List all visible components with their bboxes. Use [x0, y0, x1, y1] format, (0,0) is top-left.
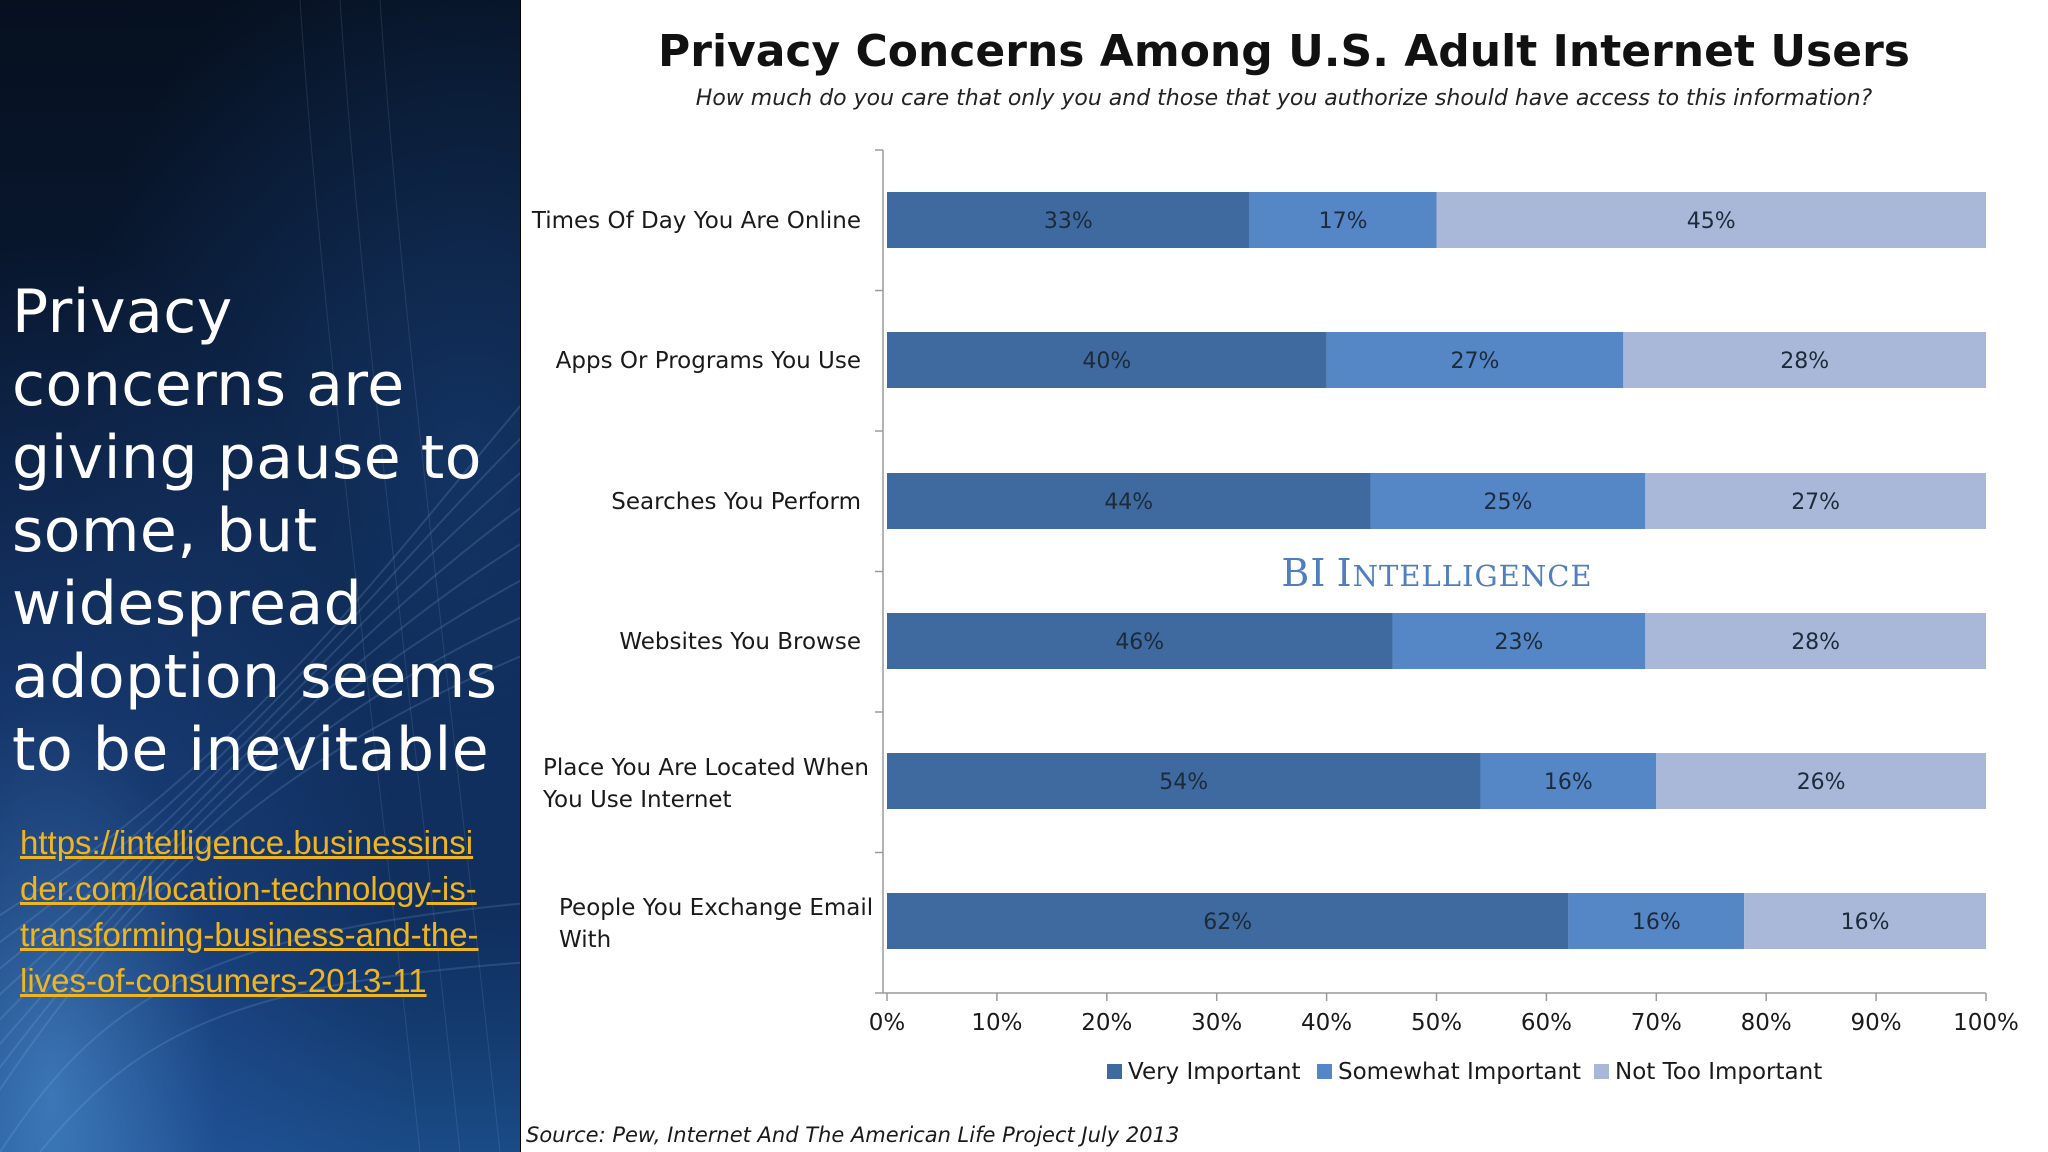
category-label: People You Exchange Email With	[559, 895, 873, 953]
bar-value-label: 17%	[1319, 209, 1368, 234]
bar-value-label: 16%	[1841, 910, 1890, 935]
headline: Privacy concerns are giving pause to som…	[12, 277, 498, 785]
chart-legend: Very Important Somewhat Important Not Too …	[1107, 1059, 1822, 1085]
bar-segment-very-important	[887, 613, 1393, 669]
bar-segment-somewhat-important	[1568, 893, 1745, 949]
chart: Privacy Concerns Among U.S. Adult Intern…	[526, 26, 2019, 1147]
bi-intelligence-watermark: BI INTELLIGENCE	[1281, 551, 1592, 595]
bar-value-label: 16%	[1544, 770, 1593, 795]
x-tick-label: 40%	[1301, 1010, 1352, 1036]
bar-segment-not-too-important	[1436, 192, 1986, 248]
bar-value-label: 28%	[1791, 630, 1840, 655]
chart-bars: 33% 17% 45% 40% 27% 28% 44% 25% 27% 46% 23% 28% 54% 1…	[887, 192, 1986, 949]
bar-value-label: 23%	[1494, 630, 1543, 655]
source-note: Source: Pew, Internet And The American L…	[526, 1123, 1179, 1147]
bar-segment-not-too-important	[1645, 613, 1986, 669]
bar-value-label: 27%	[1451, 349, 1500, 374]
source-link[interactable]: https://intelligence.businessinsider.com…	[20, 824, 479, 999]
bar-segment-not-too-important	[1656, 753, 1986, 809]
chart-title: Privacy Concerns Among U.S. Adult Intern…	[658, 26, 1910, 77]
bar-segment-somewhat-important	[1480, 753, 1657, 809]
category-label: Searches You Perform	[611, 489, 861, 515]
bar-value-label: 40%	[1082, 349, 1131, 374]
bar-value-label: 62%	[1203, 910, 1252, 935]
bar-value-label: 44%	[1104, 490, 1153, 515]
x-tick-label: 90%	[1851, 1010, 1902, 1036]
x-tick-label: 0%	[869, 1010, 906, 1036]
bar-segment-very-important	[887, 893, 1569, 949]
chart-panel: Privacy Concerns Among U.S. Adult Intern…	[521, 0, 2048, 1152]
bar-value-label: 27%	[1791, 490, 1840, 515]
x-tick-label: 60%	[1521, 1010, 1572, 1036]
bar-value-label: 28%	[1780, 349, 1829, 374]
bar-value-label: 25%	[1483, 490, 1532, 515]
chart-subtitle: How much do you care that only you and t…	[696, 86, 1873, 111]
x-tick-labels: 0% 10% 20% 30% 40% 50% 60% 70% 80% 90% 100%	[869, 1010, 2019, 1036]
legend-swatch	[1594, 1064, 1609, 1079]
legend-swatch	[1107, 1064, 1122, 1079]
category-labels: Times Of Day You Are Online Apps Or Progr…	[531, 208, 873, 953]
bar-segment-not-too-important	[1744, 893, 1986, 949]
left-panel: Privacy concerns are giving pause to som…	[0, 0, 520, 1152]
legend-label: Not Too Important	[1615, 1059, 1822, 1085]
x-tick-label: 30%	[1191, 1010, 1242, 1036]
x-tick-label: 70%	[1631, 1010, 1682, 1036]
x-tick-label: 10%	[971, 1010, 1022, 1036]
bar-value-label: 16%	[1632, 910, 1681, 935]
x-tick-label: 100%	[1953, 1010, 2019, 1036]
bar-value-label: 46%	[1115, 630, 1164, 655]
bar-segment-not-too-important	[1623, 332, 1986, 388]
category-label: Apps Or Programs You Use	[556, 348, 861, 374]
category-label: Place You Are Located When You Use Intern…	[542, 755, 869, 813]
bar-segment-somewhat-important	[1370, 473, 1646, 529]
legend-label: Very Important	[1128, 1059, 1301, 1085]
background-streaks	[0, 0, 520, 1152]
bar-value-label: 54%	[1159, 770, 1208, 795]
chart-axes	[875, 149, 1987, 1001]
bar-segment-very-important	[887, 473, 1371, 529]
bar-value-label: 33%	[1044, 209, 1093, 234]
legend-swatch	[1317, 1064, 1332, 1079]
bar-value-label: 26%	[1797, 770, 1846, 795]
legend-label: Somewhat Important	[1338, 1059, 1581, 1085]
category-label: Times Of Day You Are Online	[531, 208, 861, 234]
x-tick-label: 20%	[1081, 1010, 1132, 1036]
bar-segment-somewhat-important	[1392, 613, 1646, 669]
category-label: Websites You Browse	[619, 629, 861, 655]
x-tick-label: 50%	[1411, 1010, 1462, 1036]
x-tick-label: 80%	[1741, 1010, 1792, 1036]
bar-segment-somewhat-important	[1326, 332, 1624, 388]
bar-value-label: 45%	[1687, 209, 1736, 234]
bar-segment-very-important	[887, 192, 1250, 248]
bar-segment-somewhat-important	[1249, 192, 1437, 248]
bar-segment-not-too-important	[1645, 473, 1986, 529]
bar-segment-very-important	[887, 753, 1481, 809]
bar-segment-very-important	[887, 332, 1327, 388]
